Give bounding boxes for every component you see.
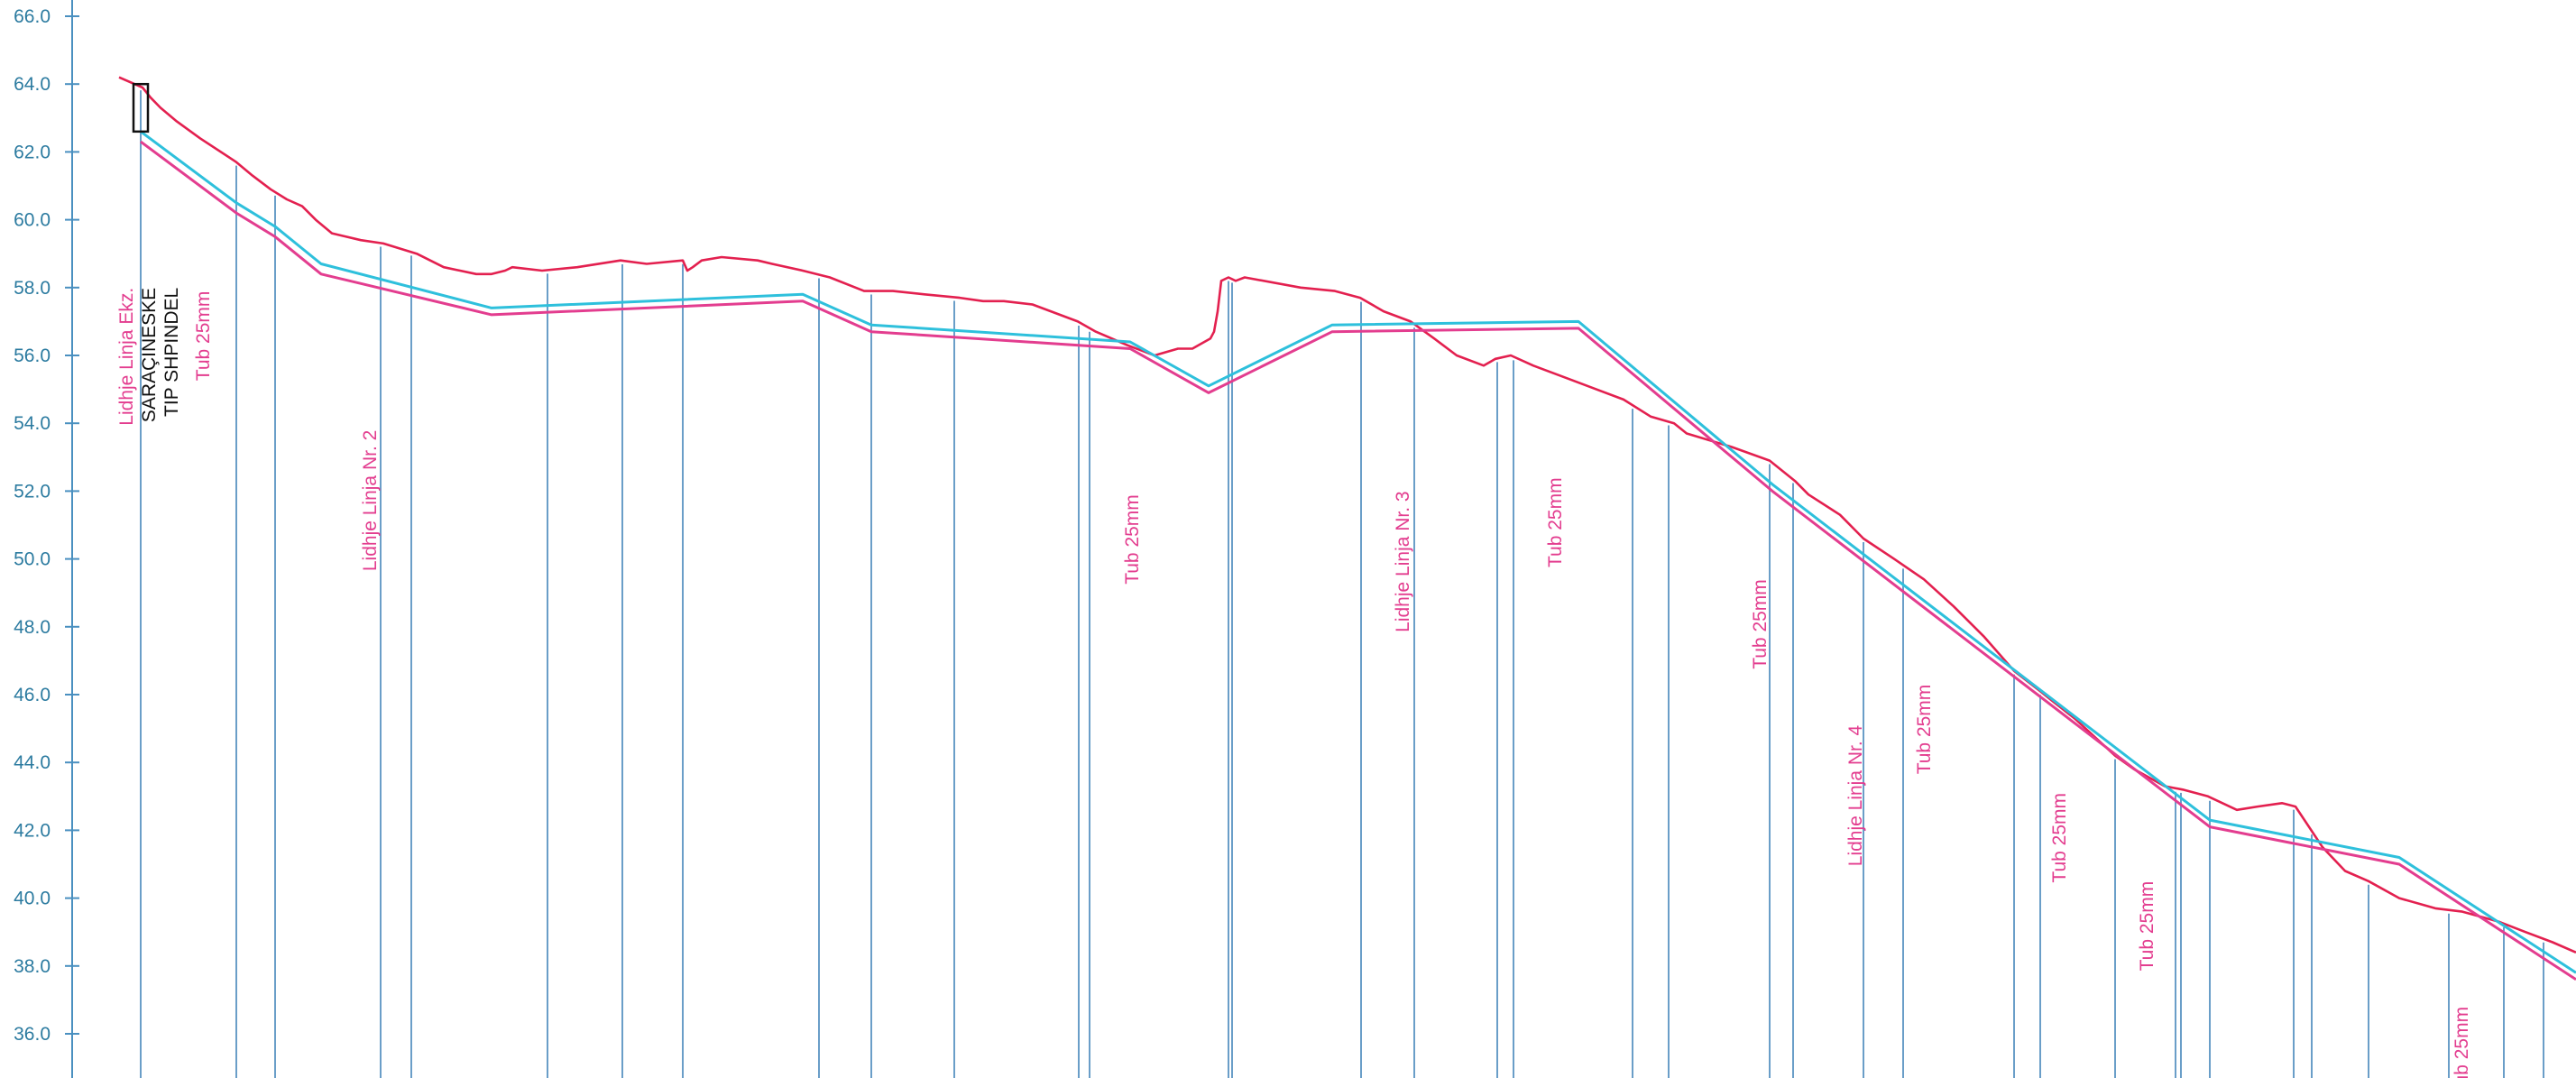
y-tick-label: 64.0	[14, 74, 51, 95]
annotation-label: Tub 25mm	[2137, 881, 2157, 972]
y-tick-label: 38.0	[14, 956, 51, 977]
annotation-label: Lidhje Linja Ekz.	[116, 288, 137, 426]
y-tick-label: 60.0	[14, 210, 51, 231]
series-line-pipe-top	[140, 130, 2576, 974]
station-lines	[140, 90, 2544, 1078]
annotation-label: Lidhje Linja Nr. 2	[360, 430, 381, 571]
y-tick-label: 46.0	[14, 685, 51, 705]
annotation-label: Lidhje Linja Nr. 3	[1393, 491, 1413, 631]
annotation-label: Tub 25mm	[1750, 579, 1771, 669]
y-tick-label: 48.0	[14, 617, 51, 638]
y-tick-label: 66.0	[14, 6, 51, 27]
y-tick-label: 56.0	[14, 346, 51, 366]
profile-series	[118, 76, 2576, 981]
annotation-label: Tub 25mm	[2049, 793, 2070, 883]
annotation-label: TIP SHPINDEL	[161, 288, 182, 417]
y-tick-label: 62.0	[14, 142, 51, 162]
valve-marker	[132, 82, 150, 134]
annotation-label: Tub 25mm	[1914, 685, 1935, 775]
annotation-label: Tub 25mm	[1545, 477, 1566, 567]
annotation-label: Tub 25mm	[1122, 494, 1143, 585]
y-tick-label: 58.0	[14, 278, 51, 299]
y-tick-label: 52.0	[14, 481, 51, 502]
annotation-label: SARAÇINESKE	[139, 288, 160, 422]
series-line-pipe-bottom	[140, 140, 2576, 981]
annotation-label: Tub 25mm	[2452, 1007, 2472, 1078]
y-tick-label: 36.0	[14, 1024, 51, 1045]
y-tick-label: 50.0	[14, 549, 51, 570]
y-tick-label: 44.0	[14, 752, 51, 773]
y-tick-label: 54.0	[14, 413, 51, 434]
y-axis: 66.0 64.0 62.0 60.0 58.0 56.0 54.0 52.0 50.0 48.0…	[14, 0, 79, 1078]
y-tick-label: 40.0	[14, 889, 51, 909]
y-tick-label: 42.0	[14, 820, 51, 841]
valve-icon	[132, 82, 150, 134]
annotation-label: Tub 25mm	[193, 291, 214, 382]
annotation-label: Lidhje Linja Nr. 4	[1845, 724, 1866, 866]
annotations: Lidhje Linja Ekz. SARAÇINESKE TIP SHPINDEL…	[116, 288, 2472, 1078]
